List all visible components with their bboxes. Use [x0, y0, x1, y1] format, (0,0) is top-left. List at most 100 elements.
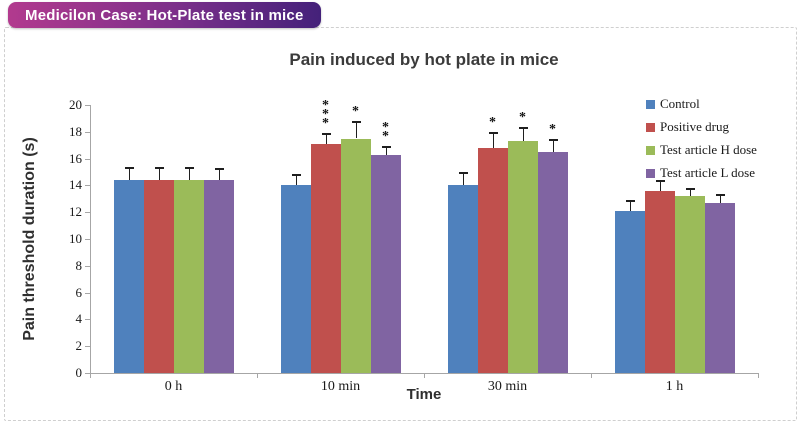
- y-tick: [85, 131, 90, 133]
- y-tick-label: 16: [69, 150, 82, 166]
- x-tick: [90, 373, 91, 378]
- error-bar-line: [462, 173, 464, 186]
- bar-test-article-h-dose: [173, 180, 204, 373]
- chart-title: Pain induced by hot plate in mice: [289, 50, 559, 69]
- error-bar-cap: [214, 168, 224, 171]
- significance-star: *: [382, 119, 389, 135]
- x-axis-title: Time: [406, 386, 442, 403]
- y-tick: [85, 185, 90, 187]
- legend-item: Test article H dose: [646, 142, 757, 158]
- bar-control: [113, 180, 144, 373]
- bar-control: [280, 185, 311, 373]
- error-bar-line: [552, 139, 554, 152]
- y-tick: [85, 105, 90, 106]
- error-bar-cap: [124, 166, 134, 169]
- content-panel-border: [4, 27, 797, 421]
- x-tick: [257, 373, 258, 378]
- y-tick-label: 10: [69, 231, 82, 246]
- legend-item: Positive drug: [646, 119, 757, 135]
- error-bar-line: [355, 122, 357, 139]
- error-bar-cap: [351, 121, 361, 124]
- error-bar-cap: [381, 145, 391, 148]
- legend-swatch-icon: [646, 145, 655, 155]
- y-tick: [85, 239, 90, 240]
- y-tick-label: 2: [75, 338, 83, 354]
- y-tick-label: 0: [75, 365, 83, 380]
- y-tick-label: 18: [69, 123, 82, 139]
- bar-control: [447, 185, 478, 373]
- error-bar-line: [629, 201, 631, 211]
- error-bar-line: [385, 146, 387, 155]
- error-bar-line: [659, 181, 661, 191]
- bar-positive-drug: [310, 143, 341, 373]
- y-tick-label: 14: [69, 177, 82, 193]
- significance-marker: *: [486, 115, 500, 131]
- y-tick: [85, 212, 90, 214]
- significance-marker: *: [516, 109, 530, 125]
- significance-star: *: [382, 128, 389, 144]
- bar-positive-drug: [143, 180, 174, 373]
- x-category-label: 1 h: [665, 379, 684, 394]
- header-badge-text: Medicilon Case: Hot-Plate test in mice: [25, 6, 304, 24]
- y-tick-label: 6: [75, 284, 83, 300]
- error-bar-cap: [321, 133, 331, 136]
- significance-marker: * *: [379, 119, 393, 144]
- significance-marker: *: [349, 104, 363, 120]
- error-bar-line: [295, 174, 297, 186]
- bar-control: [614, 210, 645, 373]
- legend-swatch-icon: [646, 168, 655, 178]
- bar-test-article-l-dose: [704, 202, 735, 373]
- y-tick: [85, 319, 90, 321]
- y-axis-line: [90, 105, 91, 373]
- significance-marker: *: [546, 122, 560, 136]
- x-tick: [758, 373, 759, 378]
- error-bar-cap: [715, 193, 725, 196]
- bar-test-article-l-dose: [370, 154, 401, 373]
- error-bar-cap: [625, 200, 635, 203]
- significance-star: *: [322, 98, 329, 114]
- error-bar-cap: [458, 172, 468, 175]
- bar-test-article-h-dose: [507, 141, 538, 373]
- y-tick: [85, 346, 90, 348]
- error-bar-line: [492, 133, 494, 148]
- significance-star: *: [489, 115, 496, 131]
- x-category-label: 30 min: [487, 379, 528, 394]
- significance-star: *: [519, 109, 526, 125]
- error-bar-cap: [291, 173, 301, 176]
- legend-item: Control: [646, 96, 757, 112]
- y-tick-label: 8: [75, 257, 83, 273]
- error-bar-line: [188, 167, 190, 181]
- error-bar-line: [689, 189, 691, 197]
- bar-positive-drug: [644, 190, 675, 373]
- error-bar-cap: [655, 180, 665, 183]
- bar-test-article-h-dose: [674, 196, 705, 373]
- error-bar-cap: [184, 166, 194, 169]
- x-category-label: 0 h: [164, 379, 183, 394]
- bar-test-article-l-dose: [203, 180, 234, 373]
- legend: Control Positive drug Test article H dose T…: [646, 96, 757, 181]
- y-tick: [85, 292, 90, 294]
- legend-label: Test article H dose: [660, 142, 757, 157]
- error-bar-line: [218, 169, 220, 181]
- bar-test-article-l-dose: [537, 151, 568, 373]
- error-bar-line: [522, 127, 524, 142]
- y-tick: [85, 265, 90, 267]
- error-bar-line: [719, 194, 721, 203]
- significance-star: *: [322, 116, 329, 132]
- x-category-label: 10 min: [320, 379, 361, 394]
- significance-star: *: [352, 104, 359, 120]
- y-tick: [85, 158, 90, 160]
- y-tick-label: 4: [75, 311, 83, 327]
- error-bar-line: [128, 167, 130, 181]
- y-axis-title: Pain threshold duration (s): [21, 137, 38, 341]
- error-bar-cap: [548, 138, 558, 141]
- x-tick: [591, 373, 592, 378]
- legend-label: Positive drug: [660, 119, 729, 134]
- error-bar-cap: [518, 126, 528, 129]
- error-bar-cap: [154, 166, 164, 169]
- x-tick: [424, 373, 425, 378]
- significance-marker: * * *: [319, 98, 333, 132]
- y-tick-label: 12: [69, 204, 82, 220]
- y-tick: [85, 373, 90, 374]
- y-tick-label: 20: [69, 97, 82, 112]
